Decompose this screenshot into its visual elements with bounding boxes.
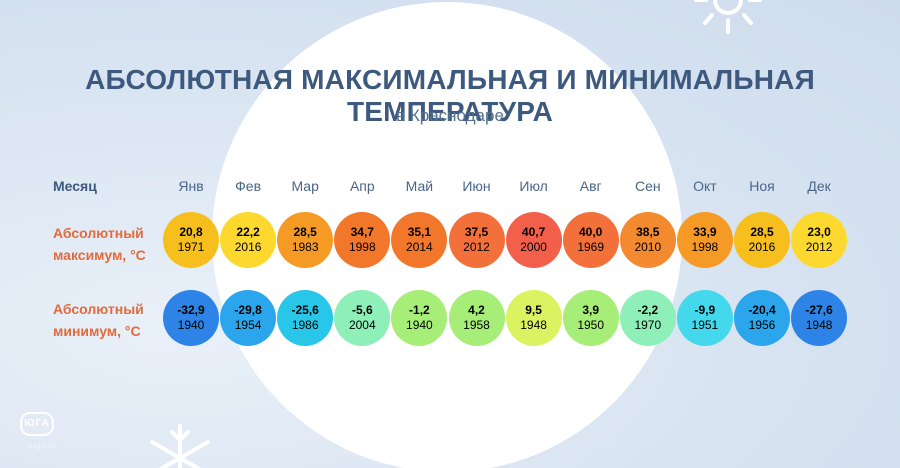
min-row-label-line1: Абсолютный <box>53 301 144 317</box>
max-temp-year: 2010 <box>634 240 662 254</box>
max-temp-year: 2014 <box>406 240 433 254</box>
min-temp-dot: 3,9 1950 <box>562 290 619 346</box>
month-label: Июл <box>519 178 548 194</box>
min-temp-year: 1948 <box>805 318 833 332</box>
max-temp-dot: 28,5 1983 <box>277 212 334 268</box>
max-temp-year: 2012 <box>805 240 833 254</box>
month-label: Июн <box>462 178 491 194</box>
chart-title: АБСОЛЮТНАЯ МАКСИМАЛЬНАЯ И МИНИМАЛЬНАЯ ТЕ… <box>85 64 815 127</box>
max-temp-year: 1971 <box>177 240 205 254</box>
max-temp-year: 2016 <box>748 240 776 254</box>
max-temp-dot: 40,7 2000 <box>505 212 562 268</box>
min-temp-year: 1970 <box>634 318 662 332</box>
min-temp-year: 1986 <box>291 318 319 332</box>
max-temp-value: 22,2 <box>236 225 260 239</box>
month-label: Янв <box>178 178 204 194</box>
min-temp-value: -1,2 <box>409 303 430 317</box>
month-label: Авг <box>579 178 602 194</box>
max-temp-value: 38,5 <box>636 225 660 239</box>
max-temp-dot: 22,2 2016 <box>220 212 277 268</box>
site-logo: ЮГА yuga.ru <box>20 412 56 450</box>
logo-mark: ЮГА <box>20 412 54 436</box>
max-row-label: Абсолютный максимум, °С <box>53 222 146 266</box>
month-label: Май <box>405 178 434 194</box>
min-temp-dot: -1,2 1940 <box>391 290 448 346</box>
min-temp-value: -29,8 <box>234 303 262 317</box>
chart-subtitle: в Краснодаре <box>396 106 504 125</box>
month-row-label: Месяц <box>53 178 97 194</box>
month-label: Дек <box>807 178 831 194</box>
max-temp-value: 35,1 <box>407 225 432 239</box>
min-temp-dot: -2,2 1970 <box>619 290 676 346</box>
min-temp-value: 4,2 <box>468 303 485 317</box>
max-temp-year: 1998 <box>691 240 719 254</box>
min-temp-value: -20,4 <box>748 303 776 317</box>
sun-icon <box>694 0 762 34</box>
max-temp-year: 1969 <box>577 240 605 254</box>
max-temp-dot: 23,0 2012 <box>791 212 848 268</box>
max-temp-value: 33,9 <box>693 225 717 239</box>
month-label: Ноя <box>749 178 775 194</box>
min-temp-dot: 4,2 1958 <box>448 290 505 346</box>
min-temp-value: -25,6 <box>291 303 319 317</box>
max-temp-value: 20,8 <box>179 225 203 239</box>
max-temp-dot: 33,9 1998 <box>676 212 733 268</box>
max-temp-year: 1998 <box>348 240 376 254</box>
min-temp-value: 3,9 <box>582 303 600 317</box>
min-temp-year: 1950 <box>577 318 605 332</box>
min-temp-dot: -20,4 1956 <box>734 290 790 346</box>
max-temp-dot: 37,5 2012 <box>448 212 505 268</box>
max-temp-value: 23,0 <box>807 225 831 239</box>
max-temp-year: 2000 <box>520 240 547 254</box>
max-temp-dot: 38,5 2010 <box>619 212 676 268</box>
max-temp-dot: 34,7 1998 <box>334 212 391 268</box>
max-row-label-line2: максимум, °С <box>53 247 146 263</box>
max-temp-dot: 40,0 1969 <box>562 212 619 268</box>
max-temp-year: 2012 <box>463 240 490 254</box>
min-temp-year: 1948 <box>520 318 547 332</box>
max-temp-value: 28,5 <box>293 225 317 239</box>
min-temp-year: 1956 <box>748 318 776 332</box>
min-temp-year: 1954 <box>234 318 262 332</box>
min-temp-dot: -29,8 1954 <box>220 290 277 346</box>
month-label: Сен <box>634 178 661 194</box>
max-row-label-line1: Абсолютный <box>53 225 144 241</box>
min-temp-year: 1940 <box>406 318 433 332</box>
min-temp-value: -5,6 <box>351 303 373 317</box>
min-temp-dot: -32,9 1940 <box>163 290 219 346</box>
max-temp-value: 37,5 <box>464 225 489 239</box>
max-temp-year: 2016 <box>234 240 262 254</box>
max-temp-year: 1983 <box>291 240 319 254</box>
min-temp-dot: -9,9 1951 <box>676 290 733 346</box>
max-temp-value: 28,5 <box>750 225 774 239</box>
month-label: Окт <box>693 178 717 194</box>
min-temp-year: 1940 <box>177 318 205 332</box>
max-temp-value: 34,7 <box>350 225 374 239</box>
max-temp-value: 40,7 <box>521 225 546 239</box>
min-temp-dot: -27,6 1948 <box>791 290 848 346</box>
max-temp-dot: 28,5 2016 <box>734 212 790 268</box>
min-temp-dot: 9,5 1948 <box>505 290 562 346</box>
max-temp-dot: 35,1 2014 <box>391 212 448 268</box>
min-row-label: Абсолютный минимум, °С <box>53 298 144 342</box>
month-label: Фев <box>235 178 262 194</box>
month-label: Апр <box>349 178 375 194</box>
min-temp-year: 2004 <box>348 318 376 332</box>
min-temp-value: -9,9 <box>694 303 716 317</box>
min-temp-dot: -25,6 1986 <box>277 290 334 346</box>
min-temp-value: -2,2 <box>637 303 659 317</box>
min-temp-value: 9,5 <box>525 303 542 317</box>
snowflake-icon <box>150 424 210 468</box>
min-temp-year: 1951 <box>691 318 719 332</box>
logo-site: yuga.ru <box>26 440 57 450</box>
month-label: Мар <box>291 178 319 194</box>
min-row-label-line2: минимум, °С <box>53 323 141 339</box>
max-temp-value: 40,0 <box>579 225 603 239</box>
min-temp-dot: -5,6 2004 <box>334 290 391 346</box>
min-temp-value: -27,6 <box>805 303 833 317</box>
min-temp-value: -32,9 <box>177 303 205 317</box>
min-temp-year: 1958 <box>463 318 490 332</box>
max-temp-dot: 20,8 1971 <box>163 212 219 268</box>
